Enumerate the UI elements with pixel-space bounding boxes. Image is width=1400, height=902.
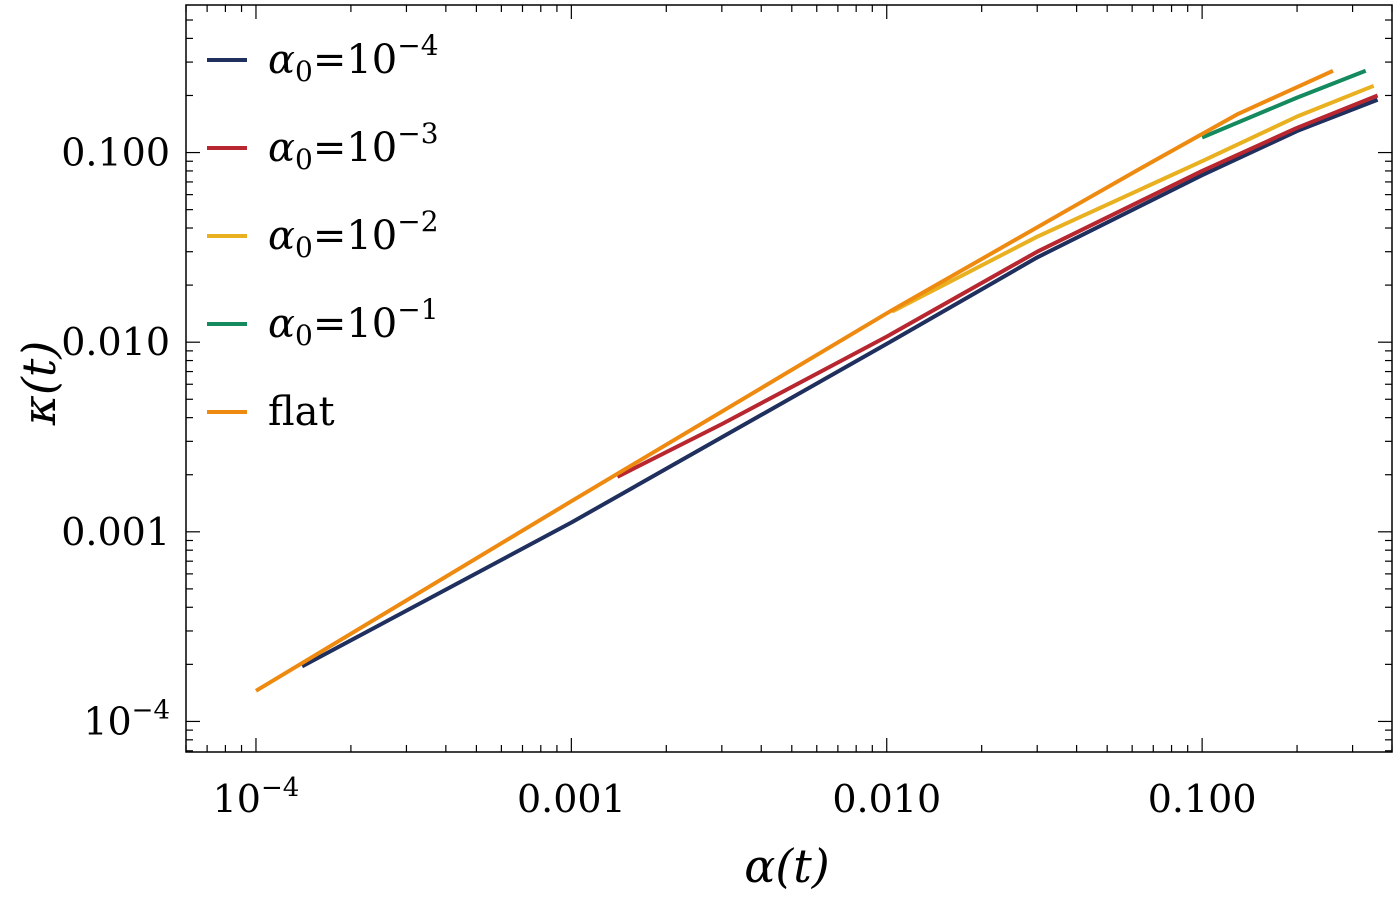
x-axis-label: α(t) [744,839,829,893]
y-tick-label: 0.001 [61,510,170,554]
series-line-1 [616,93,1379,479]
x-tick-label: 0.010 [832,777,941,821]
series-line-3 [1201,68,1367,140]
y-tick-label: 0.010 [61,320,170,364]
series-line-4 [254,68,1334,693]
legend-label: α0=10−4 [268,29,439,88]
legend-label: flat [268,389,335,435]
tick-labels: 10−4 0.001 0.010 0.100 10−4 0.001 0.010 0.100 [61,131,1256,821]
legend-label: α0=10−3 [268,117,439,176]
x-tick-label: 10−4 [213,773,300,821]
x-tick-label: 0.001 [517,777,626,821]
legend-label: α0=10−2 [268,205,439,264]
series-line-0 [301,97,1379,669]
legend-label: α0=10−1 [268,293,439,352]
y-tick-label: 0.100 [61,131,170,175]
y-tick-label: 10−4 [83,695,170,743]
series-lines [254,68,1379,693]
y-axis-label: κ(t) [12,341,66,427]
x-tick-label: 0.100 [1148,777,1257,821]
plot-border [185,4,1393,753]
axis-ticks [185,5,1393,752]
plot-frame [185,4,1393,753]
series-line-2 [891,83,1375,314]
legend: α0=10−4 α0=10−3 α0=10−2 α0=10−1 flat [207,29,439,435]
